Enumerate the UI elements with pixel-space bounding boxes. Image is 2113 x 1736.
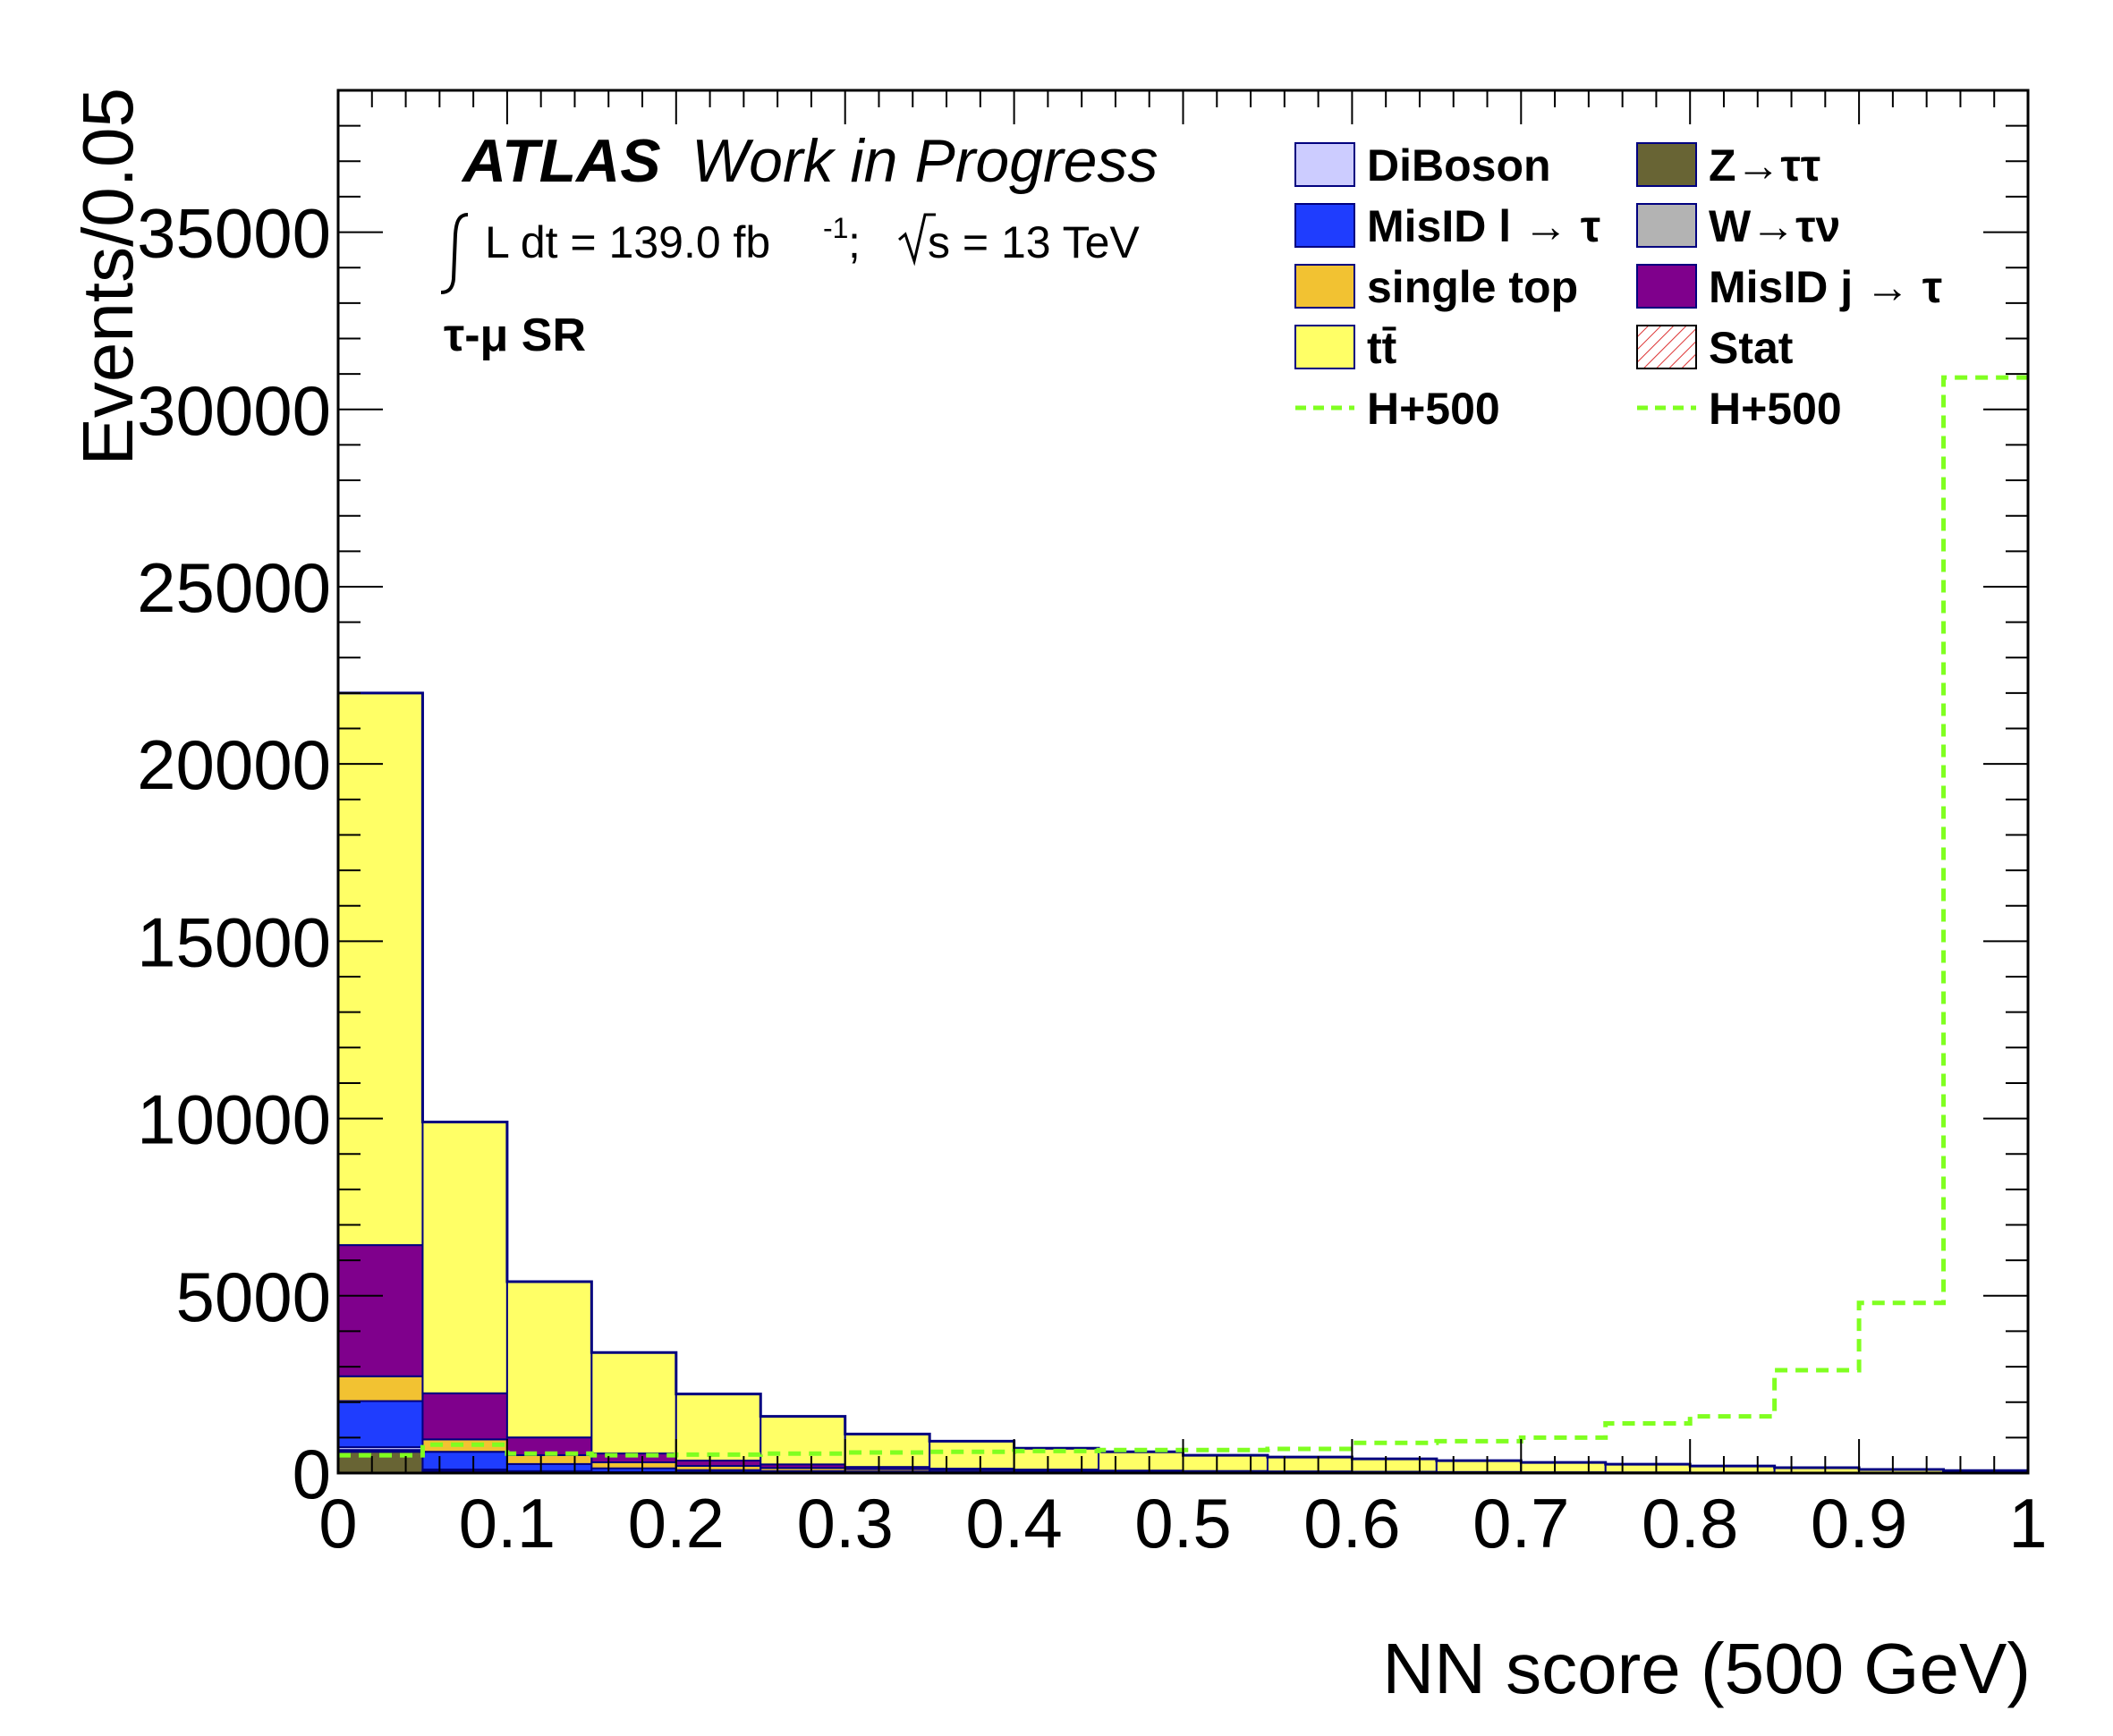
bar-tt-0 — [337, 691, 424, 1247]
atlas-text: ATLAS — [461, 127, 661, 195]
x-tick-label: 0.9 — [1811, 1484, 1907, 1562]
energy-text: s = 13 TeV — [928, 217, 1140, 267]
legend-swatch-misid-j — [1636, 264, 1697, 309]
bar-tt-4 — [675, 1393, 762, 1462]
bar-tt-3 — [590, 1351, 677, 1455]
legend-swatch-stat — [1636, 325, 1697, 369]
legend-swatch-z — [1636, 142, 1697, 187]
legend-label-h-500: H+500 — [1709, 384, 1842, 434]
bar-single-top-3 — [590, 1461, 677, 1469]
bar-tt-9 — [1098, 1451, 1184, 1472]
integral-icon — [440, 213, 469, 294]
sqrt-icon — [898, 213, 936, 267]
x-tick-label: 0.8 — [1642, 1484, 1738, 1562]
bar-tt-7 — [929, 1440, 1015, 1470]
y-tick-label: 30000 — [137, 371, 331, 450]
legend-label-single-top: single top — [1367, 262, 1578, 312]
axis-tick-labels: 0 0.1 0.2 0.3 0.4 0.5 0.6 0.7 0.8 0.9 1 0 5000 10000 1… — [137, 194, 2048, 1562]
bar-misid-l-0 — [337, 1400, 424, 1449]
bar-misid-j-1 — [421, 1392, 508, 1441]
legend-swatch-tt — [1294, 325, 1355, 369]
status-text: Work in Progress — [692, 127, 1158, 195]
x-tick-label: 1 — [2008, 1484, 2047, 1562]
y-tick-label: 15000 — [137, 902, 331, 981]
bar-single-top-0 — [337, 1375, 424, 1402]
legend-label-tt: tt̄ — [1367, 323, 1397, 373]
legend-label-diboson: DiBoson — [1367, 140, 1551, 191]
x-tick-label: 0.6 — [1303, 1484, 1400, 1562]
x-tick-label: 0.2 — [628, 1484, 725, 1562]
x-tick-label: 0.5 — [1134, 1484, 1231, 1562]
x-tick-label: 0.7 — [1472, 1484, 1569, 1562]
bar-misid-l-2 — [505, 1462, 593, 1472]
luminosity-separator: ; — [848, 217, 861, 267]
bar-single-top-2 — [505, 1453, 593, 1465]
atlas-label: ATLAS Work in Progress — [461, 127, 1158, 195]
legend-swatch-w — [1636, 203, 1697, 248]
bar-tt-12 — [1351, 1458, 1438, 1473]
y-axis-title: Events/0.05 — [68, 88, 148, 466]
legend-swatch-misid-l — [1294, 203, 1355, 248]
bar-tt-14 — [1520, 1461, 1607, 1474]
legend-label-stat: Stat — [1709, 323, 1794, 373]
y-tick-label: 10000 — [137, 1080, 331, 1159]
x-tick-label: 0.1 — [459, 1484, 556, 1562]
legend-label-z: Z→ττ — [1709, 140, 1820, 191]
bar-tt-5 — [759, 1415, 846, 1466]
y-tick-label: 5000 — [175, 1258, 331, 1336]
luminosity-exponent: -1 — [823, 212, 848, 244]
bar-tt-11 — [1266, 1456, 1354, 1473]
bar-tt-1 — [421, 1121, 508, 1394]
x-axis-title: NN score (500 GeV) — [1382, 1629, 2031, 1708]
bar-misid-j-0 — [337, 1244, 424, 1377]
legend: DiBoson Z→ττ MisID l → τ W→τν single top MisI… — [1294, 140, 1942, 434]
y-tick-label: 25000 — [137, 548, 331, 627]
bar-tt-13 — [1435, 1460, 1523, 1473]
y-tick-label: 20000 — [137, 725, 331, 804]
bar-tt-2 — [505, 1280, 593, 1439]
legend-label-misid-l: MisID l → τ — [1367, 201, 1600, 251]
legend-swatch-single-top — [1294, 264, 1355, 309]
x-tick-label: 0.4 — [965, 1484, 1062, 1562]
bar-misid-l-1 — [421, 1451, 508, 1471]
x-tick-label: 0 — [318, 1484, 357, 1562]
legend-label-w: W→τν — [1709, 201, 1840, 251]
region-label: τ-μ SR — [444, 309, 586, 361]
y-tick-label: 35000 — [137, 194, 331, 273]
bar-tt-10 — [1182, 1454, 1269, 1472]
legend-label-h-500: H+500 — [1367, 384, 1500, 434]
luminosity-label: L dt = 139.0 fb -1 ; s = 13 TeV — [440, 212, 1140, 294]
x-tick-label: 0.3 — [796, 1484, 893, 1562]
legend-label-misid-j: MisID j → τ — [1709, 262, 1942, 312]
axis-ticks — [337, 89, 2029, 1474]
y-tick-label: 0 — [293, 1435, 331, 1513]
legend-swatch-diboson — [1294, 142, 1355, 187]
luminosity-text: L dt = 139.0 fb — [485, 217, 770, 267]
